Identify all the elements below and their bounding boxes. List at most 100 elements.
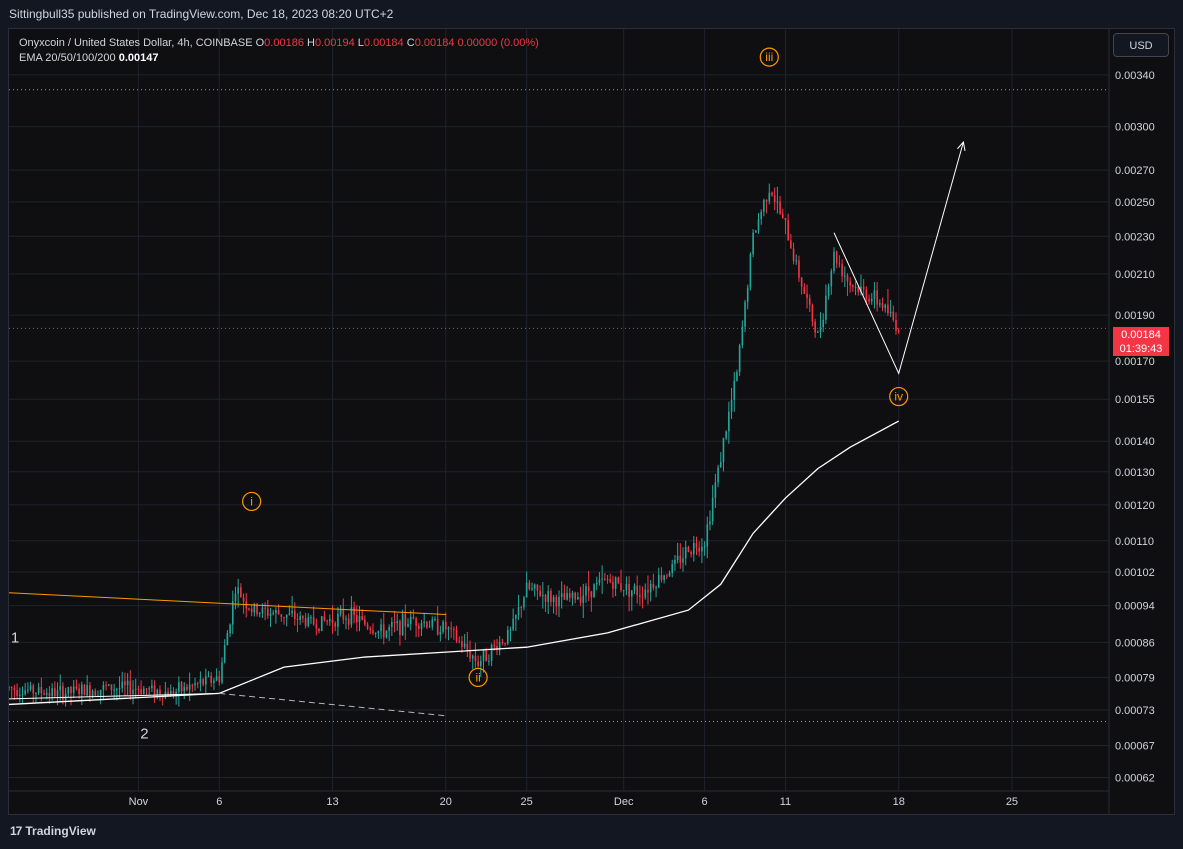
candle-body	[781, 213, 784, 218]
published-line: Sittingbull35 published on TradingView.c…	[9, 7, 394, 21]
candle-body	[488, 661, 490, 663]
candle-body	[202, 679, 204, 685]
candle-body	[226, 633, 229, 646]
candle-body	[733, 380, 736, 400]
close-label: C	[406, 37, 415, 49]
candle-body	[285, 614, 288, 618]
candle-body	[380, 624, 382, 632]
candle-body	[512, 618, 514, 630]
chart-panel[interactable]: 0.00340 0.00300 0.00270 0.00250 0.00230 0.002…	[8, 28, 1175, 815]
candle-body	[326, 620, 328, 622]
candle-body	[296, 618, 299, 620]
projection-arrowhead	[957, 140, 966, 151]
candle-body	[210, 675, 213, 684]
candle-body	[178, 682, 180, 692]
candle-body	[148, 688, 151, 690]
candle-body	[318, 628, 320, 631]
candle-body	[417, 625, 420, 629]
candle-body	[749, 254, 752, 288]
candle-body	[167, 691, 169, 697]
candle-body	[205, 676, 207, 685]
candle-body	[682, 558, 684, 563]
candle-body	[434, 619, 436, 621]
candle-body	[876, 290, 878, 305]
candle-body	[420, 623, 423, 629]
candle-body	[442, 621, 444, 632]
tradingview-logo[interactable]: 17 TradingView	[10, 824, 96, 838]
price-chart[interactable]: 0.00340 0.00300 0.00270 0.00250 0.00230 0.002…	[9, 29, 1175, 815]
candle-body	[105, 685, 107, 687]
candle-body	[773, 195, 776, 202]
candle-body	[412, 616, 415, 619]
candle-body	[293, 610, 296, 619]
candle-body	[67, 686, 70, 694]
candle-body	[563, 593, 566, 600]
symbol-title[interactable]: Onyxcoin / United States Dollar, 4h, COI…	[19, 37, 253, 49]
candle-body	[175, 691, 177, 696]
y-tick-label: 0.00340	[1115, 70, 1155, 82]
candle-body	[652, 583, 655, 588]
candle-body	[857, 286, 860, 293]
candle-body	[763, 200, 765, 212]
candle-body	[116, 689, 118, 691]
candle-body	[391, 621, 393, 627]
candle-body	[528, 582, 531, 589]
candle-body	[779, 201, 781, 214]
candle-body	[94, 690, 97, 696]
candle-body	[798, 260, 800, 278]
x-tick-label: 13	[326, 796, 338, 808]
candle-body	[126, 680, 129, 686]
candle-body	[515, 615, 517, 619]
candle-body	[525, 582, 528, 598]
y-tick-label: 0.00250	[1115, 197, 1155, 209]
y-tick-label: 0.00110	[1115, 536, 1154, 548]
candle-body	[9, 687, 10, 689]
footer: 17 TradingView	[0, 815, 1183, 849]
candle-body	[884, 304, 887, 308]
open-label: O	[255, 37, 265, 49]
candle-body	[229, 624, 231, 634]
candle-body	[730, 399, 733, 412]
candle-body	[145, 688, 148, 690]
candle-body	[382, 624, 385, 638]
candle-body	[625, 583, 628, 590]
candle-body	[862, 286, 865, 290]
y-tick-label: 0.00140	[1115, 436, 1155, 448]
candle-body	[630, 590, 633, 597]
candle-body	[350, 607, 353, 625]
candle-body	[711, 497, 714, 522]
legend-row-ema: EMA 20/50/100/200 0.00147	[19, 51, 539, 66]
y-tick-label: 0.00094	[1115, 601, 1155, 613]
wave-label: i	[250, 494, 253, 508]
candle-body	[509, 629, 512, 631]
ema-line	[9, 420, 900, 706]
candle-body	[407, 624, 409, 627]
y-tick-label: 0.00120	[1115, 500, 1155, 512]
candle-body	[698, 547, 701, 552]
candle-body	[156, 689, 159, 697]
candle-body	[633, 585, 636, 591]
currency-button[interactable]: USD	[1113, 33, 1169, 57]
candle-body	[372, 630, 374, 634]
candle-body	[892, 311, 895, 321]
candle-body	[159, 689, 161, 696]
candle-body	[493, 644, 496, 647]
upper-trendline	[9, 592, 446, 616]
candle-body	[668, 573, 671, 577]
candle-body	[312, 617, 315, 625]
candle-body	[307, 617, 310, 626]
candle-body	[620, 583, 622, 591]
candle-body	[323, 616, 326, 621]
candle-body	[555, 597, 558, 607]
candle-body	[377, 631, 380, 633]
x-tick-label: 6	[216, 796, 222, 808]
candle-body	[213, 680, 215, 684]
ema-label[interactable]: EMA 20/50/100/200	[19, 52, 116, 64]
candle-body	[280, 614, 283, 618]
candle-body	[450, 627, 452, 629]
candle-body	[725, 431, 727, 439]
candle-body	[800, 277, 803, 287]
y-tick-label: 0.00190	[1115, 310, 1155, 322]
candle-body	[466, 643, 469, 651]
candle-body	[719, 461, 722, 468]
